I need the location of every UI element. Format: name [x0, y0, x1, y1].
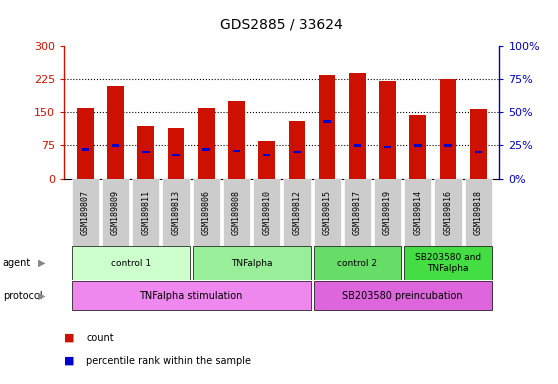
Bar	[233, 150, 240, 152]
Text: GSM189810: GSM189810	[262, 190, 271, 235]
Bar	[228, 101, 245, 179]
Bar	[107, 86, 124, 179]
Bar	[314, 281, 492, 310]
Bar	[314, 179, 341, 246]
Bar	[344, 179, 371, 246]
Bar	[72, 247, 190, 280]
Bar	[72, 179, 99, 246]
Text: ■: ■	[64, 356, 75, 366]
Bar	[374, 179, 401, 246]
Text: count: count	[86, 333, 114, 343]
Bar	[72, 281, 310, 310]
Bar	[324, 121, 331, 123]
Bar	[470, 109, 487, 179]
Bar	[410, 114, 426, 179]
Text: agent: agent	[3, 258, 31, 268]
Text: GSM189812: GSM189812	[292, 190, 301, 235]
Bar	[314, 247, 401, 280]
Bar	[223, 179, 250, 246]
Text: GSM189813: GSM189813	[171, 190, 180, 235]
Text: GSM189806: GSM189806	[202, 190, 211, 235]
Bar	[404, 179, 431, 246]
Bar	[102, 179, 129, 246]
Bar	[435, 179, 461, 246]
Bar	[253, 179, 280, 246]
Bar	[112, 144, 119, 147]
Bar	[474, 151, 482, 153]
Bar	[162, 179, 190, 246]
Text: SB203580 preincubation: SB203580 preincubation	[343, 291, 463, 301]
Text: GSM189808: GSM189808	[232, 190, 241, 235]
Bar	[354, 144, 361, 147]
Bar	[77, 108, 94, 179]
Bar	[203, 148, 210, 151]
Bar	[414, 144, 421, 147]
Text: SB203580 and
TNFalpha: SB203580 and TNFalpha	[415, 253, 481, 273]
Bar	[258, 141, 275, 179]
Bar	[440, 79, 456, 179]
Bar	[81, 148, 89, 151]
Bar	[193, 179, 220, 246]
Bar	[172, 154, 180, 156]
Bar	[198, 108, 214, 179]
Text: GSM189811: GSM189811	[141, 190, 150, 235]
Text: GSM189814: GSM189814	[413, 190, 422, 235]
Bar	[168, 128, 184, 179]
Text: GSM189815: GSM189815	[323, 190, 331, 235]
Bar	[349, 73, 365, 179]
Text: protocol: protocol	[3, 291, 42, 301]
Text: ▶: ▶	[38, 258, 45, 268]
Text: ■: ■	[64, 333, 75, 343]
Bar	[193, 247, 310, 280]
Bar	[263, 154, 271, 156]
Text: GSM189816: GSM189816	[444, 190, 453, 235]
Text: GSM189817: GSM189817	[353, 190, 362, 235]
Text: control 2: control 2	[338, 258, 377, 268]
Text: control 1: control 1	[110, 258, 151, 268]
Text: TNFalpha stimulation: TNFalpha stimulation	[140, 291, 243, 301]
Bar	[444, 144, 452, 147]
Bar	[132, 179, 160, 246]
Text: GSM189818: GSM189818	[474, 190, 483, 235]
Bar	[379, 81, 396, 179]
Bar	[293, 151, 301, 153]
Text: percentile rank within the sample: percentile rank within the sample	[86, 356, 252, 366]
Bar	[137, 126, 154, 179]
Text: GSM189819: GSM189819	[383, 190, 392, 235]
Text: GDS2885 / 33624: GDS2885 / 33624	[220, 18, 343, 32]
Bar	[283, 179, 310, 246]
Text: TNFalpha: TNFalpha	[231, 258, 272, 268]
Bar	[384, 146, 391, 148]
Text: GSM189809: GSM189809	[111, 190, 120, 235]
Bar	[404, 247, 492, 280]
Bar	[288, 121, 305, 179]
Bar	[319, 75, 335, 179]
Bar	[142, 151, 150, 153]
Text: GSM189807: GSM189807	[81, 190, 90, 235]
Bar	[465, 179, 492, 246]
Text: ▶: ▶	[38, 291, 45, 301]
